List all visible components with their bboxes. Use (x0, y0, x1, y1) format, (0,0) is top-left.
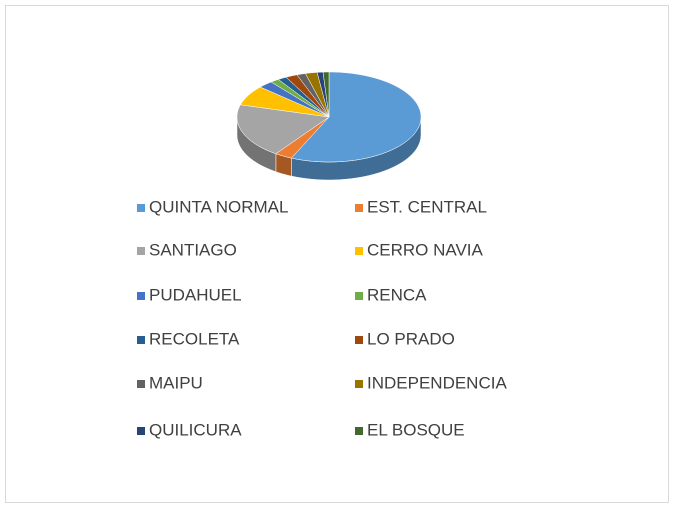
legend-label: EST. CENTRAL (367, 197, 487, 216)
legend-label: QUILICURA (149, 420, 242, 439)
pie-slice (236, 104, 330, 155)
legend-marker (137, 247, 145, 255)
legend-marker (355, 380, 363, 388)
legend-label: QUINTA NORMAL (149, 197, 288, 216)
pie-slice (322, 71, 330, 118)
legend-marker (355, 292, 363, 300)
legend-label: RECOLETA (149, 329, 240, 348)
pie-slice (305, 72, 330, 118)
legend-label: SANTIAGO (149, 240, 237, 259)
legend-label: CERRO NAVIA (367, 240, 484, 259)
legend-marker (355, 336, 363, 344)
legend-marker (137, 336, 145, 344)
legend-marker (355, 427, 363, 435)
pie-slice (259, 81, 330, 118)
legend-marker (137, 427, 145, 435)
pie-slice (285, 74, 330, 118)
legend-label: RENCA (367, 285, 427, 304)
legend-marker (137, 204, 145, 212)
legend-label: PUDAHUEL (149, 285, 242, 304)
legend-label: MAIPU (149, 373, 203, 392)
pie-slice (240, 86, 330, 118)
pie-slice (290, 71, 422, 163)
pie-slice (275, 116, 330, 159)
legend-marker (355, 247, 363, 255)
legend-marker (137, 292, 145, 300)
legend-label: INDEPENDENCIA (367, 373, 507, 392)
legend-marker (137, 380, 145, 388)
legend-label: EL BOSQUE (367, 420, 465, 439)
legend-label: LO PRADO (367, 329, 455, 348)
legend-marker (355, 204, 363, 212)
